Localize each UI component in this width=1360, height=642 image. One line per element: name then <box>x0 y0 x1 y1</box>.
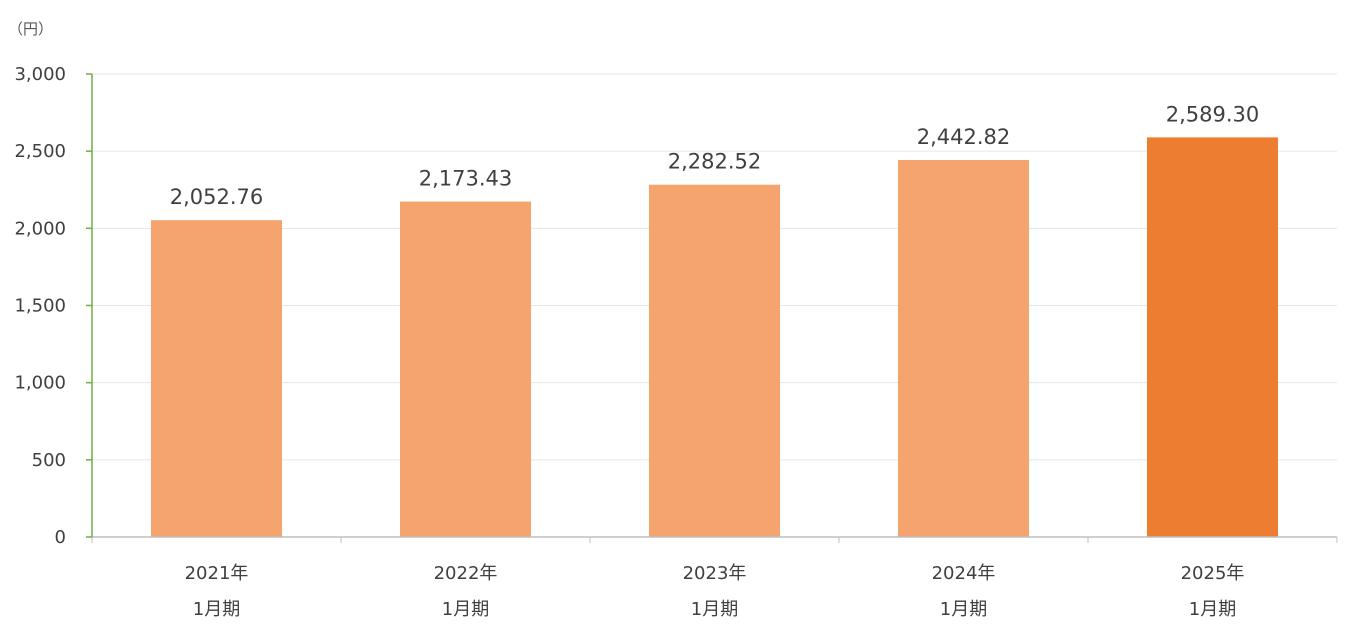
x-tick-label-year: 2021年 <box>185 563 249 584</box>
data-label: 2,589.30 <box>1166 102 1260 126</box>
y-tick-label: 3,000 <box>14 64 66 85</box>
x-tick-label-year: 2022年 <box>434 563 498 584</box>
x-tick-label-period: 1月期 <box>1189 599 1236 620</box>
y-tick-label: 1,000 <box>14 373 66 394</box>
data-label: 2,282.52 <box>668 150 762 174</box>
y-tick-label: 2,500 <box>14 141 66 162</box>
data-label: 2,173.43 <box>419 167 513 191</box>
data-label: 2,052.76 <box>170 185 264 209</box>
x-axis: 2021年 1月期 2022年 1月期 2023年 1月期 2024年 1月期 2025年 1月期 <box>91 536 1338 620</box>
x-tick-label-period: 1月期 <box>193 599 240 620</box>
data-label: 2,442.82 <box>917 125 1011 149</box>
bar <box>1147 137 1278 537</box>
bars <box>151 137 1278 537</box>
bar <box>649 184 780 537</box>
x-tick-label-year: 2025年 <box>1181 563 1245 584</box>
y-tick-label: 1,500 <box>14 296 66 317</box>
x-tick-label-period: 1月期 <box>442 599 489 620</box>
data-labels: 2,052.76 2,173.43 2,282.52 2,442.82 2,589.30 <box>170 102 1260 209</box>
bar <box>898 159 1029 537</box>
x-tick-label-year: 2023年 <box>683 563 747 584</box>
y-unit-label: （円） <box>8 20 53 38</box>
y-axis <box>86 73 93 538</box>
y-tick-label: 500 <box>32 450 66 471</box>
y-tick-label: 0 <box>55 527 66 548</box>
x-tick-label-period: 1月期 <box>940 599 987 620</box>
x-tick-label-year: 2024年 <box>932 563 996 584</box>
bar <box>151 220 282 537</box>
y-axis-ticks: 0 500 1,000 1,500 2,000 2,500 3,000 <box>14 64 66 548</box>
bar <box>400 201 531 537</box>
x-tick-label-period: 1月期 <box>691 599 738 620</box>
y-tick-label: 2,000 <box>14 218 66 239</box>
